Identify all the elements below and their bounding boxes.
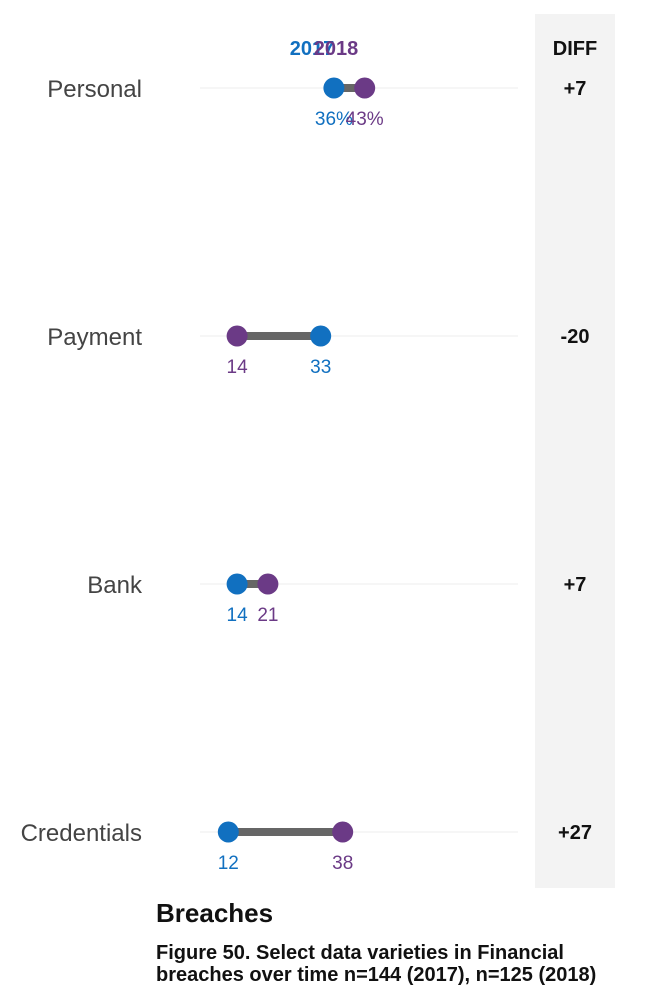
dot-2017 <box>323 77 345 99</box>
dot-2018 <box>354 77 376 99</box>
dot-2017 <box>217 821 239 843</box>
legend-2018: 2018 <box>314 38 359 60</box>
dot-2018 <box>257 573 279 595</box>
category-label-payment: Payment <box>47 324 142 351</box>
diff-value: +7 <box>564 78 587 100</box>
category-label-personal: Personal <box>47 76 142 103</box>
value-label-2017: 14 <box>227 605 249 626</box>
value-label-2018: 21 <box>257 605 278 626</box>
dot-2017 <box>226 573 248 595</box>
figure-caption: Figure 50. Select data varieties in Fina… <box>156 942 597 986</box>
legend-2017: 2017 <box>290 38 335 60</box>
diff-header: DIFF <box>553 38 597 60</box>
dot-2018 <box>332 821 354 843</box>
diff-value: +27 <box>558 822 592 844</box>
value-label-2017: 36% <box>315 109 353 130</box>
value-label-2018: 43% <box>346 109 384 130</box>
value-label-2018: 14 <box>227 357 249 378</box>
value-label-2017: 33 <box>310 357 331 378</box>
value-label-2017: 12 <box>218 853 239 874</box>
category-label-credentials: Credentials <box>21 820 142 847</box>
category-label-bank: Bank <box>87 572 143 599</box>
section-title: Breaches <box>156 898 274 928</box>
value-label-2018: 38 <box>332 853 353 874</box>
diff-value: -20 <box>561 326 590 348</box>
dot-2018 <box>226 325 248 347</box>
dot-2017 <box>310 325 332 347</box>
diff-value: +7 <box>564 574 587 596</box>
diff-panel <box>535 14 615 888</box>
